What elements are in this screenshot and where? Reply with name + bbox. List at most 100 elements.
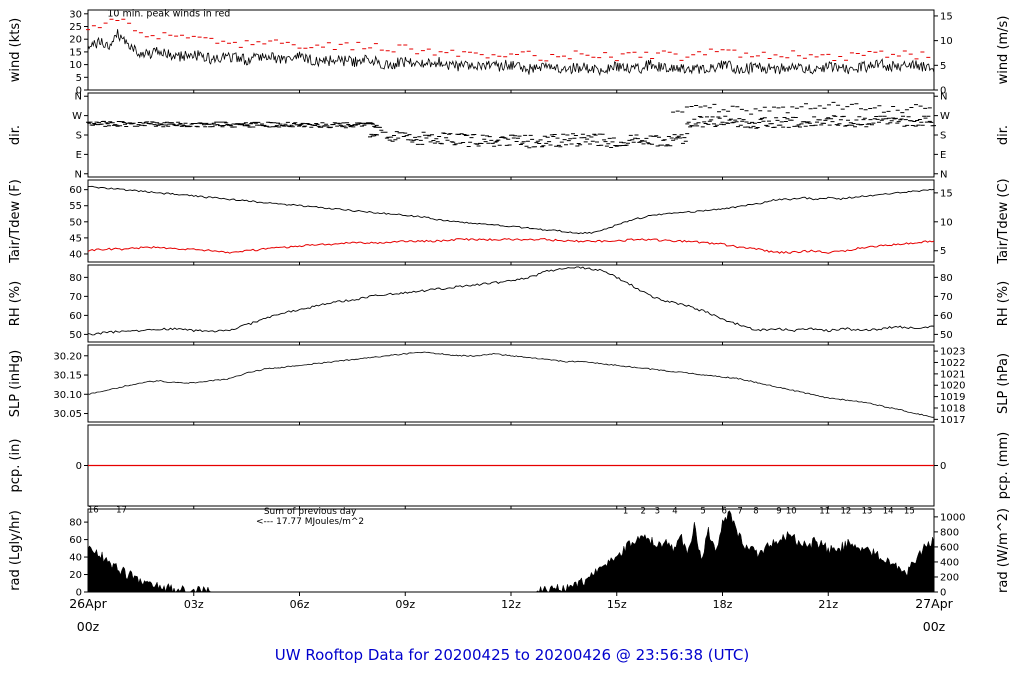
series-rh: [87, 266, 935, 336]
tick-label: 0: [940, 461, 946, 472]
axis-label-left: rad (Lgly/hr): [8, 510, 23, 591]
tick-label: N: [75, 92, 82, 103]
tick-label: 60: [69, 185, 82, 196]
axis-label-right: dir.: [996, 125, 1011, 145]
tick-label: 1000: [940, 512, 965, 523]
tick-label: 10: [940, 217, 953, 228]
tick-label: 40: [69, 249, 82, 260]
tick-label: 50: [69, 330, 82, 341]
tick-label: 30.20: [53, 351, 82, 362]
series-slp: [87, 351, 935, 418]
axis-label-right: Tair/Tdew (C): [996, 178, 1011, 264]
tick-label: 1018: [940, 403, 965, 414]
tick-label: N: [940, 169, 947, 180]
annotation: 3: [655, 506, 660, 516]
annotation: 6: [722, 506, 727, 516]
annotation: 11: [819, 506, 830, 516]
tick-label: 0: [940, 588, 946, 599]
tick-label: 50: [69, 217, 82, 228]
series-wind-avg: [87, 29, 935, 77]
chart-title: UW Rooftop Data for 20200425 to 20200426…: [274, 646, 750, 664]
tick-label: 60: [69, 535, 82, 546]
tick-label: 0: [76, 461, 82, 472]
panel-frame: [87, 344, 935, 423]
axis-label-left: dir.: [8, 125, 23, 145]
annotation: 16: [88, 505, 99, 515]
panel-frame: [87, 264, 935, 343]
tick-label: 60: [940, 311, 953, 322]
tick-label: 70: [940, 292, 953, 303]
x-axis: 03z 06z 09z 12z 15z 18z 21z 26Apr 00z 27Apr 00z: [69, 596, 953, 634]
tick-label: 5: [940, 61, 946, 72]
tick-label: W: [72, 111, 82, 122]
tick-label: 800: [940, 527, 959, 538]
annotation: 8: [753, 506, 758, 516]
tick-label: 1022: [940, 358, 965, 369]
tick-label: 10: [69, 60, 82, 71]
tick-label: 0: [76, 588, 82, 599]
panel-frame: [87, 9, 935, 91]
annotation: 14: [883, 506, 894, 516]
tick-label: 200: [940, 572, 959, 583]
tick-label: 50: [940, 330, 953, 341]
annotation: 1: [623, 506, 628, 516]
x-tick-label: 06z: [290, 598, 310, 611]
tick-label: 70: [69, 292, 82, 303]
tick-label: 1021: [940, 369, 965, 380]
series-wind-peak: [86, 18, 931, 62]
tick-label: 10: [940, 36, 953, 47]
series-dir-late: [685, 115, 936, 129]
axis-label-left: RH (%): [8, 281, 23, 326]
tick-label: 400: [940, 557, 959, 568]
tick-label: 25: [69, 22, 82, 33]
axis-label-left: wind (kts): [8, 18, 23, 82]
annotation: 10: [786, 506, 797, 516]
tick-label: 1020: [940, 381, 965, 392]
tick-label: 45: [69, 233, 82, 244]
x-start-date: 26Apr: [69, 596, 107, 611]
x-tick-label: 12z: [501, 598, 521, 611]
tick-label: 15: [69, 47, 82, 58]
tick-label: W: [940, 111, 950, 122]
annotation: 4: [672, 506, 677, 516]
annotation: Sum of previous day: [264, 507, 357, 517]
panel-slp: 30.05 30.10 30.15 30.20 10171018101910201021…: [8, 344, 1011, 426]
axis-label-left: pcp. (in): [8, 439, 23, 493]
annotation: 2: [640, 506, 645, 516]
x-tick-label: 18z: [713, 598, 733, 611]
tick-label: 30.05: [53, 409, 82, 420]
axis-label-right: RH (%): [996, 281, 1011, 326]
tick-label: 5: [940, 246, 946, 257]
x-tick-label: 21z: [818, 598, 838, 611]
x-end-date: 27Apr: [915, 596, 953, 611]
x-tick-label: 09z: [395, 598, 415, 611]
tick-label: N: [75, 169, 82, 180]
tick-label: 30: [69, 9, 82, 20]
tick-label: 80: [69, 518, 82, 529]
tick-label: 20: [69, 570, 82, 581]
tick-label: N: [940, 92, 947, 103]
tick-label: 80: [69, 273, 82, 284]
series-dir-late-high: [671, 101, 932, 115]
tick-label: 30.10: [53, 390, 82, 401]
annotation: 12: [840, 506, 851, 516]
tick-label: 1023: [940, 347, 965, 358]
annotation: 9: [776, 506, 781, 516]
series-dir-mid: [368, 126, 690, 149]
panel-temp: 40 45 50 55 60 5 10 15 Tair/Tdew (F) Tair/Tdew (C…: [8, 178, 1011, 264]
tick-label: 600: [940, 542, 959, 553]
tick-label: E: [940, 150, 946, 161]
tick-label: 0: [940, 86, 946, 97]
tick-label: 20: [69, 35, 82, 46]
tick-label: 1017: [940, 415, 965, 426]
tick-label: 60: [69, 311, 82, 322]
axis-label-left: Tair/Tdew (F): [8, 179, 23, 264]
x-tick-label: 15z: [607, 598, 627, 611]
axis-label-left: SLP (inHg): [8, 350, 23, 418]
tick-label: S: [940, 131, 946, 142]
x-tick-label: 03z: [184, 598, 204, 611]
tick-label: 40: [69, 553, 82, 564]
axis-label-right: pcp. (mm): [996, 432, 1011, 499]
